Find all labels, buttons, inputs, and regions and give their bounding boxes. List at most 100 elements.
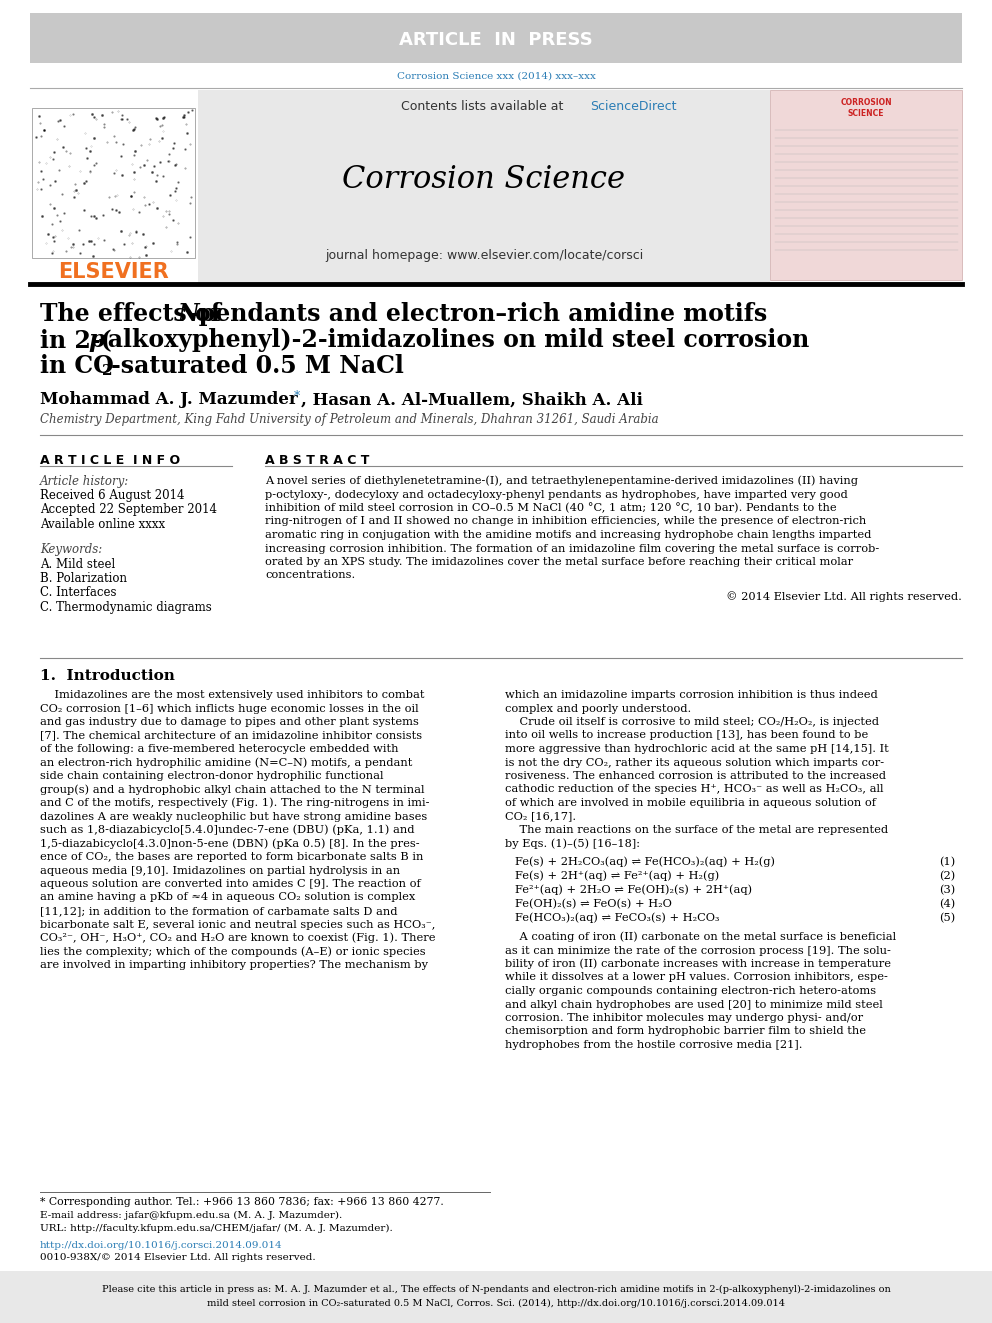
Text: in 2-(: in 2-( — [40, 328, 112, 352]
Text: chemisorption and form hydrophobic barrier film to shield the: chemisorption and form hydrophobic barri… — [505, 1027, 866, 1036]
Text: cathodic reduction of the species H⁺, HCO₃⁻ as well as H₂CO₃, all: cathodic reduction of the species H⁺, HC… — [505, 785, 884, 795]
Text: concentrations.: concentrations. — [265, 570, 355, 581]
Text: A coating of iron (II) carbonate on the metal surface is beneficial: A coating of iron (II) carbonate on the … — [505, 931, 896, 942]
Text: Fe²⁺(aq) + 2H₂O ⇌ Fe(OH)₂(s) + 2H⁺(aq): Fe²⁺(aq) + 2H₂O ⇌ Fe(OH)₂(s) + 2H⁺(aq) — [515, 885, 752, 896]
Text: as it can minimize the rate of the corrosion process [19]. The solu-: as it can minimize the rate of the corro… — [505, 946, 891, 955]
Text: E-mail address: jafar@kfupm.edu.sa (M. A. J. Mazumder).: E-mail address: jafar@kfupm.edu.sa (M. A… — [40, 1211, 342, 1220]
Text: N: N — [178, 302, 199, 325]
Text: Fe(s) + 2H⁺(aq) ⇌ Fe²⁺(aq) + H₂(g): Fe(s) + 2H⁺(aq) ⇌ Fe²⁺(aq) + H₂(g) — [515, 871, 719, 881]
Text: A novel series of diethylenetetramine-(I), and tetraethylenepentamine-derived im: A novel series of diethylenetetramine-(I… — [265, 476, 858, 487]
Text: http://dx.doi.org/10.1016/j.corsci.2014.09.014: http://dx.doi.org/10.1016/j.corsci.2014.… — [40, 1241, 283, 1249]
Text: 0010-938X/© 2014 Elsevier Ltd. All rights reserved.: 0010-938X/© 2014 Elsevier Ltd. All right… — [40, 1253, 315, 1262]
Text: inhibition of mild steel corrosion in CO–0.5 M NaCl (40 °C, 1 atm; 120 °C, 10 ba: inhibition of mild steel corrosion in CO… — [265, 503, 836, 513]
Text: and C of the motifs, respectively (Fig. 1). The ring-nitrogens in imi-: and C of the motifs, respectively (Fig. … — [40, 798, 430, 808]
Text: (5): (5) — [938, 913, 955, 923]
Text: [7]. The chemical architecture of an imidazoline inhibitor consists: [7]. The chemical architecture of an imi… — [40, 730, 423, 741]
Text: 2: 2 — [102, 364, 112, 378]
Text: Contents lists available at: Contents lists available at — [401, 101, 567, 114]
Text: Keywords:: Keywords: — [40, 544, 102, 557]
Text: C. Thermodynamic diagrams: C. Thermodynamic diagrams — [40, 601, 211, 614]
Text: Fe(OH)₂(s) ⇌ FeO(s) + H₂O: Fe(OH)₂(s) ⇌ FeO(s) + H₂O — [515, 898, 672, 909]
Text: by Eqs. (1)–(5) [16–18]:: by Eqs. (1)–(5) [16–18]: — [505, 839, 640, 849]
Text: -alkoxyphenyl)-2-imidazolines on mild steel corrosion: -alkoxyphenyl)-2-imidazolines on mild st… — [98, 328, 809, 352]
Bar — [0, 1271, 992, 1323]
Text: (4): (4) — [938, 898, 955, 909]
Text: C. Interfaces: C. Interfaces — [40, 586, 116, 599]
Text: ScienceDirect: ScienceDirect — [590, 101, 677, 114]
Text: ence of CO₂, the bases are reported to form bicarbonate salts B in: ence of CO₂, the bases are reported to f… — [40, 852, 424, 863]
Text: p-octyloxy-, dodecyloxy and octadecyloxy-phenyl pendants as hydrophobes, have im: p-octyloxy-, dodecyloxy and octadecyloxy… — [265, 490, 848, 500]
Bar — [770, 90, 962, 280]
Text: an amine having a pKb of ≈4 in aqueous CO₂ solution is complex: an amine having a pKb of ≈4 in aqueous C… — [40, 893, 416, 902]
Text: [11,12]; in addition to the formation of carbamate salts D and: [11,12]; in addition to the formation of… — [40, 906, 398, 916]
Text: Available online xxxx: Available online xxxx — [40, 517, 165, 531]
Text: lies the complexity; which of the compounds (A–E) or ionic species: lies the complexity; which of the compou… — [40, 946, 426, 957]
Text: A R T I C L E  I N F O: A R T I C L E I N F O — [40, 454, 181, 467]
Text: (3): (3) — [938, 885, 955, 896]
Text: of the following: a five-membered heterocycle embedded with: of the following: a five-membered hetero… — [40, 744, 399, 754]
Text: Chemistry Department, King Fahd University of Petroleum and Minerals, Dhahran 31: Chemistry Department, King Fahd Universi… — [40, 414, 659, 426]
Text: URL: http://faculty.kfupm.edu.sa/CHEM/jafar/ (M. A. J. Mazumder).: URL: http://faculty.kfupm.edu.sa/CHEM/ja… — [40, 1224, 393, 1233]
Bar — [32, 108, 195, 258]
Text: A. Mild steel: A. Mild steel — [40, 558, 115, 572]
Text: Accepted 22 September 2014: Accepted 22 September 2014 — [40, 504, 217, 516]
Text: Imidazolines are the most extensively used inhibitors to combat: Imidazolines are the most extensively us… — [40, 691, 425, 700]
Text: aromatic ring in conjugation with the amidine motifs and increasing hydrophobe c: aromatic ring in conjugation with the am… — [265, 531, 871, 540]
Text: The main reactions on the surface of the metal are represented: The main reactions on the surface of the… — [505, 826, 888, 835]
Text: orated by an XPS study. The imidazolines cover the metal surface before reaching: orated by an XPS study. The imidazolines… — [265, 557, 853, 568]
Text: ELSEVIER: ELSEVIER — [58, 262, 169, 282]
Text: is not the dry CO₂, rather its aqueous solution which imparts cor-: is not the dry CO₂, rather its aqueous s… — [505, 758, 884, 767]
Text: are involved in imparting inhibitory properties? The mechanism by: are involved in imparting inhibitory pro… — [40, 960, 428, 970]
Text: aqueous media [9,10]. Imidazolines on partial hydrolysis in an: aqueous media [9,10]. Imidazolines on pa… — [40, 865, 400, 876]
Bar — [30, 13, 962, 64]
Text: bility of iron (II) carbonate increases with increase in temperature: bility of iron (II) carbonate increases … — [505, 959, 891, 970]
Text: *: * — [294, 390, 301, 404]
Text: which an imidazoline imparts corrosion inhibition is thus indeed: which an imidazoline imparts corrosion i… — [505, 691, 878, 700]
Text: The effects of: The effects of — [40, 302, 229, 325]
Text: 1.  Introduction: 1. Introduction — [40, 669, 175, 683]
Text: -pendants and electron–rich amidine motifs: -pendants and electron–rich amidine moti… — [189, 302, 767, 325]
Text: aqueous solution are converted into amides C [9]. The reaction of: aqueous solution are converted into amid… — [40, 878, 421, 889]
Text: Fe(HCO₃)₂(aq) ⇌ FeCO₃(s) + H₂CO₃: Fe(HCO₃)₂(aq) ⇌ FeCO₃(s) + H₂CO₃ — [515, 913, 719, 923]
Text: ring-nitrogen of I and II showed no change in inhibition efficiencies, while the: ring-nitrogen of I and II showed no chan… — [265, 516, 866, 527]
Text: Received 6 August 2014: Received 6 August 2014 — [40, 490, 185, 503]
Text: (1): (1) — [938, 857, 955, 867]
Text: p: p — [88, 328, 104, 352]
Text: B. Polarization: B. Polarization — [40, 573, 127, 586]
Text: group(s) and a hydrophobic alkyl chain attached to the N terminal: group(s) and a hydrophobic alkyl chain a… — [40, 785, 425, 795]
Text: increasing corrosion inhibition. The formation of an imidazoline film covering t: increasing corrosion inhibition. The for… — [265, 544, 879, 553]
Text: dazolines A are weakly nucleophilic but have strong amidine bases: dazolines A are weakly nucleophilic but … — [40, 811, 428, 822]
Text: corrosion. The inhibitor molecules may undergo physi- and/or: corrosion. The inhibitor molecules may u… — [505, 1013, 863, 1023]
Text: cially organic compounds containing electron-rich hetero-atoms: cially organic compounds containing elec… — [505, 986, 876, 996]
Text: while it dissolves at a lower pH values. Corrosion inhibitors, espe-: while it dissolves at a lower pH values.… — [505, 972, 888, 983]
Text: A B S T R A C T: A B S T R A C T — [265, 454, 369, 467]
Text: , Hasan A. Al-Muallem, Shaikh A. Ali: , Hasan A. Al-Muallem, Shaikh A. Ali — [301, 392, 643, 409]
Text: side chain containing electron-donor hydrophilic functional: side chain containing electron-donor hyd… — [40, 771, 384, 781]
Text: in CO: in CO — [40, 355, 114, 378]
Text: such as 1,8-diazabicyclo[5.4.0]undec-7-ene (DBU) (pKa, 1.1) and: such as 1,8-diazabicyclo[5.4.0]undec-7-e… — [40, 824, 415, 835]
Text: Please cite this article in press as: M. A. J. Mazumder et al., The effects of N: Please cite this article in press as: M.… — [101, 1285, 891, 1294]
Text: CORROSION
SCIENCE: CORROSION SCIENCE — [840, 98, 892, 118]
Text: bicarbonate salt E, several ionic and neutral species such as HCO₃⁻,: bicarbonate salt E, several ionic and ne… — [40, 919, 435, 930]
Text: hydrophobes from the hostile corrosive media [21].: hydrophobes from the hostile corrosive m… — [505, 1040, 803, 1050]
Text: Crude oil itself is corrosive to mild steel; CO₂/H₂O₂, is injected: Crude oil itself is corrosive to mild st… — [505, 717, 879, 728]
Text: mild steel corrosion in CO₂-saturated 0.5 M NaCl, Corros. Sci. (2014), http://dx: mild steel corrosion in CO₂-saturated 0.… — [207, 1298, 785, 1307]
Text: into oil wells to increase production [13], has been found to be: into oil wells to increase production [1… — [505, 730, 868, 741]
Text: journal homepage: www.elsevier.com/locate/corsci: journal homepage: www.elsevier.com/locat… — [324, 250, 643, 262]
Text: ARTICLE  IN  PRESS: ARTICLE IN PRESS — [399, 30, 593, 49]
Text: * Corresponding author. Tel.: +966 13 860 7836; fax: +966 13 860 4277.: * Corresponding author. Tel.: +966 13 86… — [40, 1197, 443, 1207]
Text: Article history:: Article history: — [40, 475, 129, 487]
Text: Mohammad A. J. Mazumder: Mohammad A. J. Mazumder — [40, 392, 298, 409]
Text: CO₂ [16,17].: CO₂ [16,17]. — [505, 811, 576, 822]
Text: 1,5-diazabicyclo[4.3.0]non-5-ene (DBN) (pKa 0.5) [8]. In the pres-: 1,5-diazabicyclo[4.3.0]non-5-ene (DBN) (… — [40, 839, 420, 849]
Text: CO₂ corrosion [1–6] which inflicts huge economic losses in the oil: CO₂ corrosion [1–6] which inflicts huge … — [40, 704, 419, 713]
Text: Corrosion Science: Corrosion Science — [342, 164, 626, 196]
Text: rosiveness. The enhanced corrosion is attributed to the increased: rosiveness. The enhanced corrosion is at… — [505, 771, 886, 781]
Text: Fe(s) + 2H₂CO₃(aq) ⇌ Fe(HCO₃)₂(aq) + H₂(g): Fe(s) + 2H₂CO₃(aq) ⇌ Fe(HCO₃)₂(aq) + H₂(… — [515, 857, 775, 868]
Bar — [198, 90, 770, 282]
Bar — [30, 90, 198, 282]
Text: © 2014 Elsevier Ltd. All rights reserved.: © 2014 Elsevier Ltd. All rights reserved… — [726, 591, 962, 602]
Text: (2): (2) — [938, 871, 955, 881]
Text: Corrosion Science xxx (2014) xxx–xxx: Corrosion Science xxx (2014) xxx–xxx — [397, 71, 595, 81]
Text: CO₃²⁻, OH⁻, H₃O⁺, CO₂ and H₂O are known to coexist (Fig. 1). There: CO₃²⁻, OH⁻, H₃O⁺, CO₂ and H₂O are known … — [40, 933, 435, 943]
